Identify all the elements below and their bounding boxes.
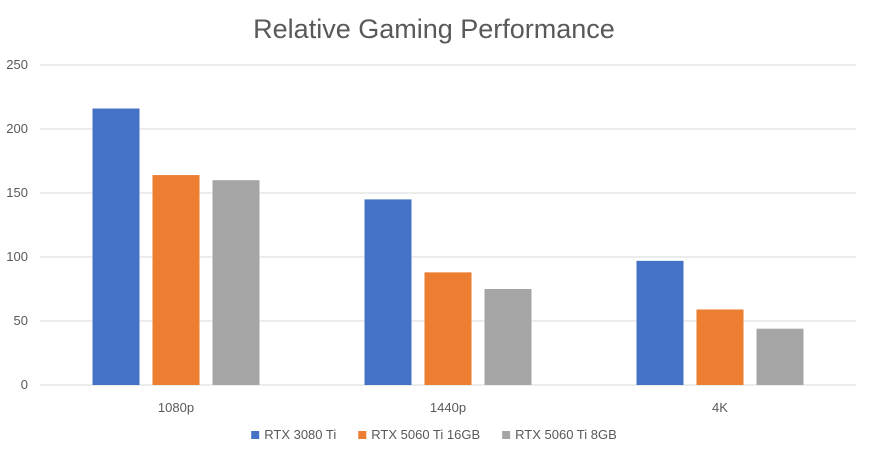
x-tick-label: 4K bbox=[712, 400, 728, 415]
legend-swatch bbox=[358, 431, 367, 439]
bar-1080p-rtx-5060-ti-8gb bbox=[212, 180, 260, 385]
bars bbox=[92, 108, 804, 386]
y-tick-label: 0 bbox=[21, 377, 28, 392]
bar-1440p-rtx-5060-ti-8gb bbox=[484, 289, 532, 385]
legend-label: RTX 3080 Ti bbox=[264, 427, 336, 442]
x-axis-ticks: 1080p 1440p 4K bbox=[158, 400, 728, 415]
y-tick-label: 200 bbox=[6, 121, 28, 136]
bar-1080p-rtx-3080-ti bbox=[92, 108, 140, 386]
bar-1440p-rtx-5060-ti-16gb bbox=[424, 272, 472, 385]
legend-label: RTX 5060 Ti 16GB bbox=[371, 427, 480, 442]
legend-swatch bbox=[251, 431, 260, 439]
legend-item: RTX 5060 Ti 8GB bbox=[502, 427, 617, 442]
y-tick-label: 100 bbox=[6, 249, 28, 264]
y-tick-label: 250 bbox=[6, 57, 28, 72]
bar-4K-rtx-3080-ti bbox=[636, 260, 684, 385]
legend: RTX 3080 Ti RTX 5060 Ti 16GB RTX 5060 Ti 8… bbox=[251, 427, 617, 442]
bar-1440p-rtx-3080-ti bbox=[364, 199, 412, 385]
legend-item: RTX 5060 Ti 16GB bbox=[358, 427, 480, 442]
legend-swatch bbox=[502, 431, 511, 439]
legend-item: RTX 3080 Ti bbox=[251, 427, 336, 442]
y-axis-ticks: 0 50 100 150 200 250 bbox=[6, 57, 28, 392]
x-tick-label: 1440p bbox=[430, 400, 466, 415]
y-tick-label: 50 bbox=[14, 313, 28, 328]
bar-4K-rtx-5060-ti-16gb bbox=[696, 309, 744, 385]
y-tick-label: 150 bbox=[6, 185, 28, 200]
x-tick-label: 1080p bbox=[158, 400, 194, 415]
chart-title: Relative Gaming Performance bbox=[253, 14, 615, 44]
bar-4K-rtx-5060-ti-8gb bbox=[756, 328, 804, 385]
legend-label: RTX 5060 Ti 8GB bbox=[515, 427, 617, 442]
bar-1080p-rtx-5060-ti-16gb bbox=[152, 175, 200, 385]
